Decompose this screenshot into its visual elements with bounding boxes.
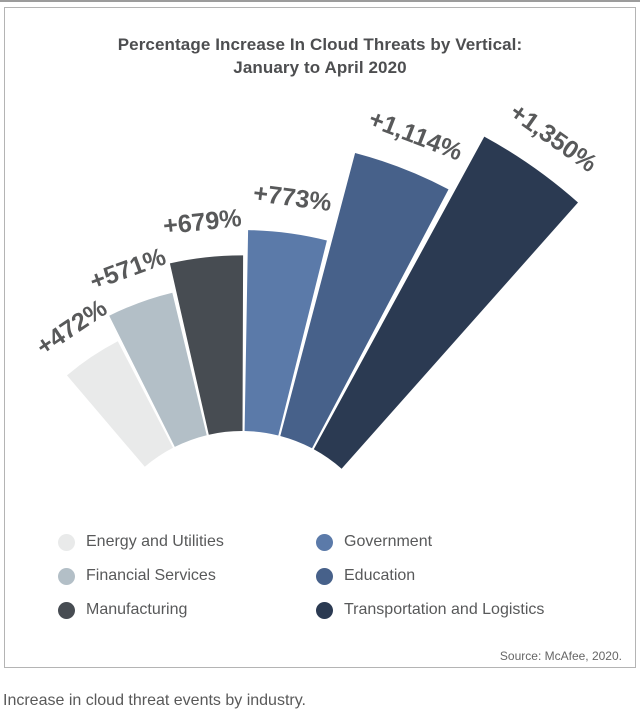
legend-swatch-icon (316, 601, 333, 619)
legend-swatch-icon (58, 601, 75, 619)
chart-title-line-1: Percentage Increase In Cloud Threats by … (117, 35, 523, 54)
fan-wedge-energy-and-utilities (67, 341, 173, 467)
legend-label: Energy and Utilities (86, 533, 224, 550)
fan-wedge-transportation-and-logistics (313, 136, 578, 469)
legend-item-manufacturing: Manufacturing (58, 593, 316, 627)
wedge-value-label-education: +1,114% (365, 105, 466, 167)
legend-item-financial-services: Financial Services (58, 559, 316, 593)
fan-chart: +472%+571%+679%+773%+1,114% +1,350% (31, 98, 602, 469)
legend-column-left: Energy and Utilities Financial Services Ma… (58, 525, 316, 627)
chart-title: Percentage Increase In Cloud Threats by … (5, 8, 635, 90)
legend-label: Education (344, 567, 416, 584)
legend-item-energy-and-utilities: Energy and Utilities (58, 525, 316, 559)
top-edge-line (0, 0, 640, 2)
fan-wedge-government (244, 230, 327, 436)
wedge-value-label-government: +773% (252, 179, 334, 217)
fan-wedge-manufacturing (169, 255, 244, 435)
chart-title-line-2: January to April 2020 (233, 58, 407, 77)
source-note: Source: McAfee, 2020. (499, 649, 622, 663)
fan-wedge-education (280, 153, 449, 449)
legend-swatch-icon (316, 533, 333, 551)
legend-label: Financial Services (86, 567, 216, 584)
wedge-value-label-manufacturing: +679% (162, 204, 243, 240)
legend-item-transportation-and-logistics: Transportation and Logistics (316, 593, 544, 627)
caption: Increase in cloud threat events by indus… (3, 692, 306, 709)
legend-column-right: Government Education Transportation and Lo… (316, 525, 544, 627)
legend-label: Government (344, 533, 433, 550)
legend-swatch-icon (316, 567, 333, 585)
legend: Energy and Utilities Financial Services Ma… (5, 525, 635, 627)
legend-swatch-icon (58, 533, 75, 551)
legend-item-government: Government (316, 525, 544, 559)
legend-item-education: Education (316, 559, 544, 593)
legend-label: Transportation and Logistics (344, 601, 545, 618)
chart-card: Percentage Increase In Cloud Threats by … (4, 7, 636, 668)
wedge-value-label-energy-and-utilities: +472% (31, 294, 112, 361)
legend-swatch-icon (58, 567, 75, 585)
fan-wedge-financial-services (109, 292, 207, 447)
legend-label: Manufacturing (86, 601, 188, 618)
wedge-value-label-financial-services: +571% (86, 243, 169, 296)
